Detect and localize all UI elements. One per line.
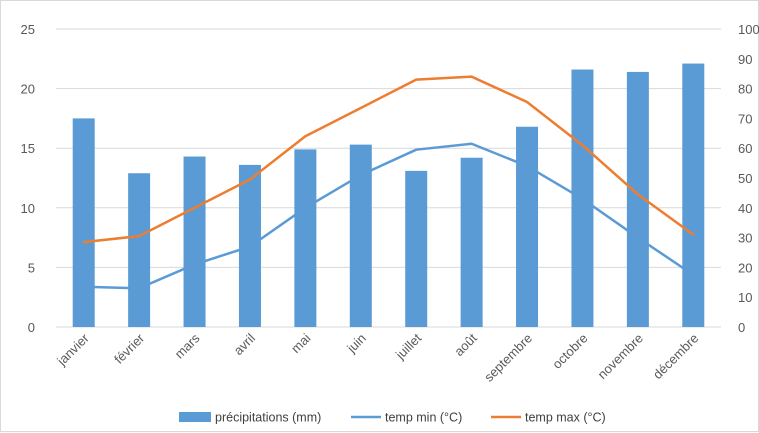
y-right-tick-label: 20 xyxy=(738,260,752,275)
legend: précipitations (mm) temp min (°C) temp max… xyxy=(179,411,606,425)
y-right-tick-label: 70 xyxy=(738,111,752,126)
y-left-tick-label: 5 xyxy=(28,260,35,275)
x-tick-label: mai xyxy=(288,330,313,355)
line-series xyxy=(82,75,695,290)
bar-series xyxy=(72,63,705,328)
bar xyxy=(294,149,317,327)
legend-label: temp min (°C) xyxy=(385,411,462,425)
y-right-tick-label: 80 xyxy=(738,82,752,97)
bar xyxy=(516,126,539,327)
y-right-tick-label: 90 xyxy=(738,52,752,67)
x-tick-label: août xyxy=(451,330,480,359)
bar xyxy=(183,156,206,327)
x-axis: janvier février mars avril mai juin juillet aoû… xyxy=(53,330,701,385)
y-right-tick-label: 30 xyxy=(738,231,752,246)
y-right-tick-label: 50 xyxy=(738,171,752,186)
bar xyxy=(626,71,649,327)
x-tick-label: juin xyxy=(343,331,369,357)
y-left-tick-label: 20 xyxy=(21,82,35,97)
x-tick-label: avril xyxy=(231,330,259,358)
y-left-tick-label: 25 xyxy=(21,22,35,37)
y-right-tick-label: 100 xyxy=(738,22,759,37)
x-tick-label: février xyxy=(111,330,148,367)
y-left-tick-label: 15 xyxy=(21,141,35,156)
bar xyxy=(128,173,151,327)
bar xyxy=(405,170,428,327)
y-left-tick-label: 10 xyxy=(21,201,35,216)
x-tick-label: janvier xyxy=(53,330,92,369)
bar xyxy=(460,157,483,327)
bar xyxy=(72,118,95,328)
y-right-tick-label: 60 xyxy=(738,141,752,156)
x-tick-label: septembre xyxy=(481,331,535,385)
legend-label: précipitations (mm) xyxy=(215,411,321,425)
bar xyxy=(349,144,372,327)
bar xyxy=(682,63,705,328)
left-axis: 0 5 10 15 20 25 xyxy=(21,22,35,335)
y-right-tick-label: 40 xyxy=(738,201,752,216)
y-right-tick-label: 0 xyxy=(738,320,745,335)
y-left-tick-label: 0 xyxy=(28,320,35,335)
x-tick-label: décembre xyxy=(650,331,701,382)
x-tick-label: novembre xyxy=(595,331,646,382)
series-line xyxy=(82,75,695,244)
legend-label: temp max (°C) xyxy=(525,411,606,425)
x-tick-label: octobre xyxy=(549,331,590,372)
right-axis: 0 10 20 30 40 50 60 70 80 90 100 xyxy=(738,22,759,335)
x-tick-label: mars xyxy=(172,330,203,361)
gridlines xyxy=(56,28,721,328)
x-tick-label: juillet xyxy=(392,330,425,363)
y-right-tick-label: 10 xyxy=(738,290,752,305)
series-line xyxy=(82,142,695,290)
legend-swatch xyxy=(179,412,211,422)
